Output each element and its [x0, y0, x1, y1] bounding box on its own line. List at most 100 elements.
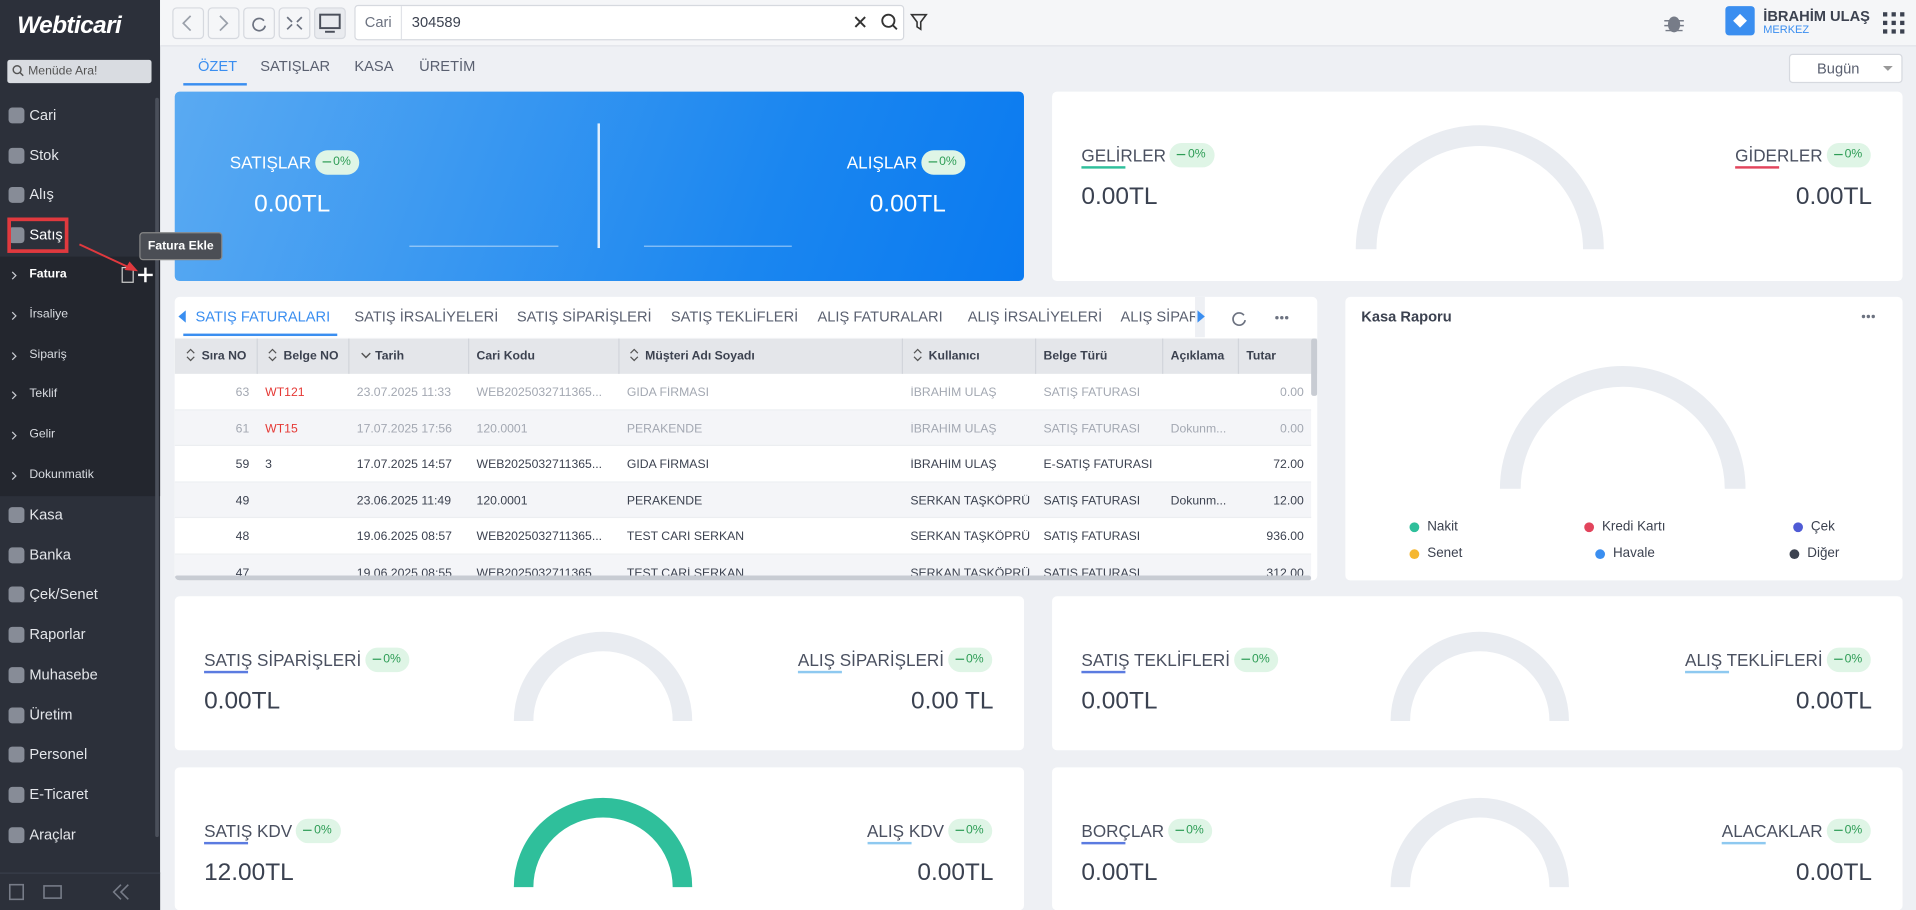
submenu-item[interactable]: İrsaliye [29, 307, 69, 322]
table-tab[interactable]: SATIŞ SİPARİŞLERİ [516, 307, 652, 326]
table-tab[interactable]: ALIŞ SİPARİŞLERİ [1120, 307, 1196, 326]
sort-icon[interactable] [360, 352, 371, 359]
card-value: 0.00TL [204, 687, 281, 715]
menu-item[interactable]: Raporlar [29, 625, 86, 643]
legend-label[interactable]: Diğer [1807, 546, 1840, 561]
menu-item[interactable]: Üretim [29, 705, 73, 723]
card-label: BORÇLAR [1081, 821, 1165, 841]
legend-label[interactable]: Senet [1427, 546, 1463, 561]
more-menu[interactable] [1861, 314, 1876, 319]
column-header[interactable]: Açıklama [1170, 349, 1225, 363]
table-tab[interactable]: SATIŞ TEKLİFLERİ [670, 307, 799, 326]
table-row[interactable] [174, 446, 1312, 483]
sort-icon[interactable] [268, 348, 278, 362]
label-underline [204, 841, 249, 845]
legend-label[interactable]: Çek [1810, 519, 1835, 534]
gauge [513, 797, 693, 888]
table-cell: GIDA FİRMASI [626, 386, 710, 400]
column-header[interactable]: Kullanıcı [928, 349, 980, 363]
menu-item[interactable]: Cari [29, 106, 57, 124]
legend-swatch [1595, 549, 1606, 560]
footer-icons[interactable] [8, 882, 144, 902]
menu-item[interactable]: Araçlar [29, 825, 76, 843]
menu-item[interactable]: Çek/Senet [29, 585, 98, 603]
label-underline [797, 670, 842, 674]
search-tools[interactable] [854, 13, 928, 33]
submenu-item[interactable]: Sipariş [29, 348, 67, 362]
menu-item[interactable]: Alış [29, 185, 54, 203]
change-badge: 0% [1826, 647, 1871, 673]
table-tab[interactable]: SATIŞ FATURALARI [195, 307, 331, 326]
bug-legs [1664, 20, 1684, 32]
column-header[interactable]: Müşteri Adı Soyadı [645, 349, 755, 363]
table-tab[interactable]: ALIŞ FATURALARI [817, 307, 943, 326]
submenu-item[interactable]: Dokunmatik [29, 468, 94, 482]
legend-label[interactable]: Havale [1612, 546, 1655, 561]
column-header[interactable]: Belge NO [283, 349, 339, 363]
menu-icon [8, 746, 25, 763]
table-row[interactable] [174, 482, 1312, 519]
bug-icon[interactable] [1664, 12, 1684, 34]
tab[interactable]: KASA [354, 57, 394, 75]
chevron-line [11, 391, 17, 400]
column-header[interactable]: Sıra NO [201, 349, 247, 363]
date-filter[interactable]: Bugün [1788, 53, 1903, 84]
table-row[interactable] [174, 518, 1312, 555]
legend-label[interactable]: Kredi Kartı [1601, 519, 1666, 534]
legend-dot [1793, 522, 1803, 533]
icon-shape [8, 826, 25, 843]
column-header[interactable]: Cari Kodu [476, 349, 535, 363]
sort-icon[interactable] [186, 348, 196, 362]
search-box[interactable]: Cari 304589 [354, 4, 928, 41]
table-cell: 59 [235, 458, 250, 472]
apps-dot [1900, 12, 1905, 17]
card-value: 0.00TL [1795, 859, 1873, 886]
apps-icon[interactable] [1883, 12, 1905, 34]
menu-item[interactable]: Kasa [29, 505, 63, 523]
table-row[interactable] [174, 409, 1312, 447]
legend-label[interactable]: Nakit [1427, 519, 1458, 534]
menu-item[interactable]: Personel [29, 745, 88, 763]
menu-item[interactable]: Banka [29, 545, 71, 563]
sort-arrows [913, 348, 922, 362]
monitor-icon [319, 13, 341, 30]
search-label: Cari [356, 6, 403, 40]
menu-item[interactable]: E-Ticaret [29, 785, 89, 803]
menu-item[interactable]: Stok [29, 146, 59, 164]
table-tab[interactable]: ALIŞ İRSALİYELERİ [967, 307, 1103, 326]
nav-buttons[interactable] [172, 7, 355, 40]
gauge [1499, 365, 1746, 489]
column-header[interactable]: Tutar [1246, 349, 1277, 363]
col-divider [618, 338, 620, 374]
menu-search[interactable]: Menüde Ara! [7, 59, 152, 84]
tab[interactable]: SATIŞLAR [260, 57, 331, 75]
table-row[interactable] [174, 373, 1312, 410]
column-header[interactable]: Belge Türü [1043, 349, 1108, 363]
change-badge: 0% [920, 150, 966, 175]
table-tools[interactable] [1230, 309, 1291, 326]
sort-icon[interactable] [629, 348, 639, 362]
tab-scroll-arrows[interactable] [178, 310, 1205, 323]
col-divider [348, 338, 350, 374]
submenu-item[interactable]: Gelir [29, 427, 56, 442]
tabstrip-bg [174, 296, 1205, 338]
tab[interactable]: ÜRETİM [419, 57, 476, 75]
user-name[interactable]: İBRAHİM ULAŞ [1763, 7, 1870, 25]
search-icon-handle [891, 24, 898, 30]
menu-icon [8, 227, 25, 244]
submenu-item[interactable]: Fatura [29, 267, 67, 282]
tab[interactable]: ÖZET [197, 57, 238, 75]
table-row[interactable] [174, 554, 1312, 581]
menu-item[interactable]: Satış [29, 226, 63, 244]
sort-arrows [630, 348, 639, 362]
menu-item[interactable]: Muhasebe [29, 665, 98, 683]
sort-icon[interactable] [913, 348, 923, 362]
gauge [513, 631, 693, 722]
chevron-line [11, 271, 17, 280]
table-tab[interactable]: SATIŞ İRSALİYELERİ [354, 307, 499, 326]
fatura-actions[interactable] [121, 266, 155, 283]
more-dot [1284, 315, 1289, 320]
column-header[interactable]: Tarih [375, 349, 405, 363]
submenu-item[interactable]: Teklif [29, 387, 58, 401]
